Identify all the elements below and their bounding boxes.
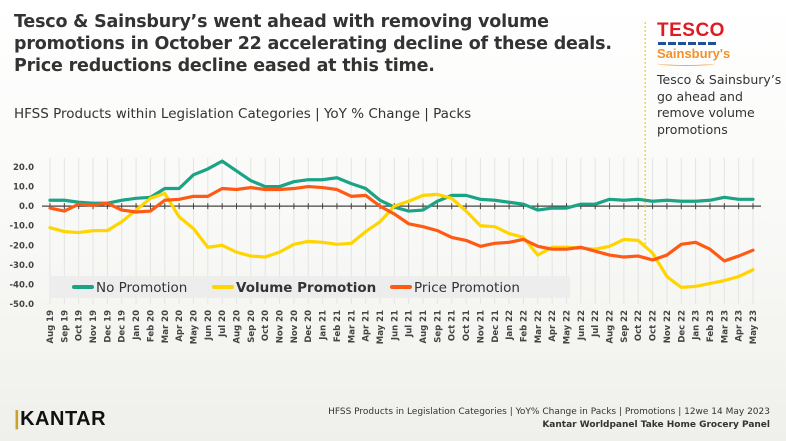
x-tick-label: Apr 20 <box>175 310 185 342</box>
y-tick-label: 10.0 <box>13 183 34 193</box>
x-tick-label: Sep 22 <box>620 310 630 343</box>
x-tick-label: Dec 19 <box>118 310 128 343</box>
x-tick-label: Aug 19 <box>46 310 56 344</box>
legend-background <box>50 276 570 298</box>
y-tick-label: -30.0 <box>10 261 35 271</box>
source-line-1: HFSS Products in Legislation Categories … <box>328 407 770 417</box>
y-tick-label: -20.0 <box>10 241 35 251</box>
x-tick-label: Jun 21 <box>390 310 400 341</box>
source-line-2: Kantar Worldpanel Take Home Grocery Pane… <box>542 420 770 430</box>
x-tick-label: Nov 21 <box>476 310 486 343</box>
x-tick-label: Feb 21 <box>333 310 343 342</box>
x-tick-label: Nov 19 <box>89 310 99 343</box>
x-tick-label: Jan 22 <box>505 310 515 341</box>
x-tick-label: Sep 21 <box>433 310 443 343</box>
x-tick-label: Oct 22 <box>649 310 659 341</box>
x-tick-label: Mar 23 <box>720 310 730 343</box>
x-tick-label: Dec 22 <box>677 310 687 343</box>
x-tick-label: Jul 20 <box>218 310 228 338</box>
x-tick-label: Dec 21 <box>491 310 501 343</box>
series-line-volume-promotion <box>48 191 755 289</box>
y-tick-label: 20.0 <box>13 163 34 173</box>
x-tick-label: Mar 22 <box>534 310 544 343</box>
x-tick-label: Aug 22 <box>606 310 616 344</box>
x-tick-label: Oct 20 <box>261 310 271 341</box>
x-tick-label: Jun 20 <box>204 310 214 341</box>
kantar-logo: |KANTAR <box>14 408 107 430</box>
series-line-price-promotion <box>48 184 755 263</box>
x-tick-label: Feb 20 <box>146 310 156 342</box>
y-tick-label: -40.0 <box>10 280 35 290</box>
x-tick-label: Jun 22 <box>577 310 587 341</box>
x-tick-label: Sep 19 <box>60 310 70 343</box>
x-tick-label: Jan 21 <box>319 310 329 341</box>
x-tick-label: Dec 19 <box>103 310 113 343</box>
x-tick-label: Feb 22 <box>519 310 529 342</box>
y-tick-label: 0.0 <box>19 202 34 212</box>
x-tick-label: Jul 22 <box>591 310 601 338</box>
tesco-logo-stripes <box>658 42 717 45</box>
x-tick-label: May 21 <box>376 310 386 344</box>
legend-label: No Promotion <box>96 280 187 296</box>
x-tick-label: May 22 <box>562 310 572 344</box>
side-annotation-panel: TESCO Sainsbury's Tesco & Sainsbury’s go… <box>657 20 782 138</box>
y-tick-label: -50.0 <box>10 300 35 310</box>
x-tick-label: Feb 23 <box>706 310 716 342</box>
series-line-no-promotion <box>48 159 755 213</box>
x-tick-label: Oct 21 <box>462 310 472 341</box>
x-tick-label: Mar 21 <box>347 310 357 343</box>
x-tick-label: Jan 23 <box>692 310 702 341</box>
x-tick-label: Mar 20 <box>161 310 171 343</box>
chart-subtitle: HFSS Products within Legislation Categor… <box>14 106 472 122</box>
legend-label: Price Promotion <box>414 280 520 296</box>
x-tick-label: May 23 <box>749 310 759 344</box>
y-tick-label: -10.0 <box>10 222 35 232</box>
x-tick-label: Apr 23 <box>735 310 745 342</box>
x-tick-label: Nov 20 <box>290 310 300 343</box>
x-tick-label: Oct 19 <box>75 310 85 341</box>
x-tick-label: Jul 21 <box>405 310 415 338</box>
x-tick-label: Aug 20 <box>233 310 243 344</box>
x-tick-label: Nov 22 <box>663 310 673 343</box>
x-tick-label: Apr 22 <box>548 310 558 342</box>
x-tick-label: Aug 21 <box>419 310 429 344</box>
x-tick-label: Jan 20 <box>132 310 142 341</box>
x-tick-label: Apr 21 <box>362 310 372 342</box>
x-tick-label: Sep 20 <box>247 310 257 343</box>
tesco-logo: TESCO <box>657 20 725 41</box>
sainsburys-logo: Sainsbury's <box>657 46 731 61</box>
x-tick-label: Nov 20 <box>276 310 286 343</box>
x-tick-label: Oct 22 <box>634 310 644 341</box>
annotation-note: Tesco & Sainsbury’s go ahead and remove … <box>657 72 782 137</box>
x-tick-label: Oct 21 <box>448 310 458 341</box>
x-tick-label: May 20 <box>189 310 199 344</box>
legend-label: Volume Promotion <box>236 280 376 296</box>
x-tick-label: Dec 20 <box>304 310 314 343</box>
sainsburys-logo-swoosh <box>657 61 715 66</box>
page-title: Tesco & Sainsbury’s went ahead with remo… <box>14 12 612 76</box>
source-footer: HFSS Products in Legislation Categories … <box>328 406 770 432</box>
